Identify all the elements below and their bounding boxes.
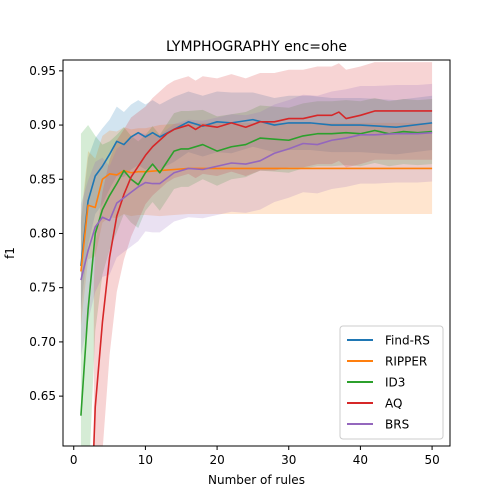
legend-label: BRS [385, 418, 409, 432]
legend-label: RIPPER [385, 355, 427, 369]
confidence-bands [80, 62, 433, 446]
y-tick-label: 0.85 [29, 172, 56, 186]
y-tick-label: 0.75 [29, 281, 56, 295]
y-axis-label: f1 [3, 247, 17, 259]
band-brs [80, 83, 433, 357]
y-axis-ticks: 0.65 0.70 0.75 0.80 0.85 0.90 0.95 [29, 64, 63, 403]
legend-label: ID3 [385, 376, 405, 390]
chart-title: LYMPHOGRAPHY enc=ohe [166, 39, 347, 55]
line-brs [80, 131, 433, 281]
band-id3 [80, 97, 433, 446]
x-tick-label: 40 [353, 453, 368, 467]
plot-frame [62, 59, 451, 447]
y-tick-label: 0.95 [29, 64, 56, 78]
x-tick-label: 30 [281, 453, 296, 467]
band-ripper [80, 122, 433, 326]
y-tick-label: 0.70 [29, 335, 56, 349]
legend-label: AQ [385, 397, 402, 411]
y-tick-label: 0.80 [29, 226, 56, 240]
x-tick-label: 50 [424, 453, 439, 467]
y-tick-label: 0.90 [29, 118, 56, 132]
line-aq [93, 110, 433, 446]
legend-box [339, 325, 444, 440]
series-lines [80, 110, 433, 446]
line-id3 [80, 129, 433, 416]
x-tick-label: 20 [209, 453, 224, 467]
x-tick-label: 10 [138, 453, 153, 467]
x-axis-ticks: 0 10 20 30 40 50 [70, 446, 440, 467]
y-tick-label: 0.65 [29, 389, 56, 403]
band-aq [93, 62, 433, 446]
x-tick-label: 0 [70, 453, 78, 467]
band-find-rs [80, 91, 433, 310]
legend: Find-RS RIPPER ID3 AQ BRS [339, 325, 444, 440]
legend-label: Find-RS [385, 334, 430, 348]
x-axis-label: Number of rules [208, 473, 305, 487]
